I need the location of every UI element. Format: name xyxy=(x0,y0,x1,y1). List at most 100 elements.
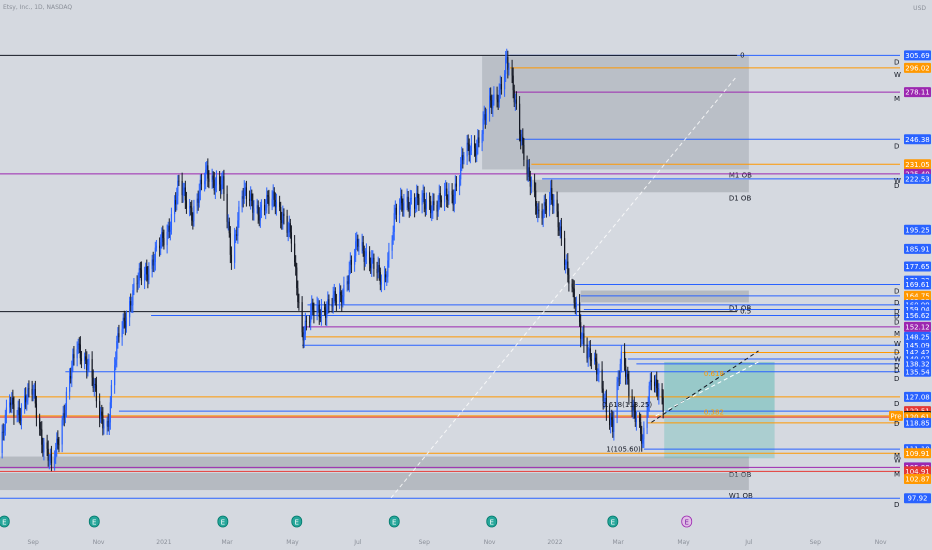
candle-body xyxy=(350,260,353,265)
level-tag: M xyxy=(894,470,900,478)
candle-body xyxy=(137,280,139,284)
price-axis-value: 195.25 xyxy=(905,226,930,234)
price-axis-value: 120.61 xyxy=(905,414,930,422)
long-position-tool[interactable] xyxy=(664,361,775,459)
candle-body xyxy=(379,272,381,285)
candle-body xyxy=(33,389,35,391)
price-axis-tag xyxy=(904,417,931,428)
candle-body xyxy=(213,179,215,191)
candle-body xyxy=(183,187,185,191)
candle-body xyxy=(380,282,382,285)
candle-body xyxy=(476,146,478,156)
candle-body xyxy=(407,196,409,208)
candle-body xyxy=(641,433,643,444)
time-axis[interactable] xyxy=(0,510,901,550)
candle-body xyxy=(31,388,33,395)
level-tag: W xyxy=(894,71,901,79)
price-axis-tag xyxy=(904,224,931,235)
candle-body xyxy=(534,181,536,191)
candle-body xyxy=(221,180,223,191)
candle-body xyxy=(115,359,117,366)
candle-body xyxy=(230,254,233,263)
candle-body xyxy=(483,114,485,119)
candle-body xyxy=(422,193,424,198)
candle-body xyxy=(583,333,585,345)
horizontal-levels[interactable] xyxy=(0,54,900,499)
candle-body xyxy=(266,195,268,208)
level-tag: D xyxy=(894,367,899,375)
price-axis-tag xyxy=(904,134,931,145)
candle-body xyxy=(520,134,522,142)
candle-body xyxy=(242,196,244,199)
candle-body xyxy=(65,391,68,411)
candle-body xyxy=(198,191,200,203)
candle-body xyxy=(611,417,613,420)
candle-body xyxy=(469,151,471,155)
candle-body xyxy=(77,343,79,350)
candle-body xyxy=(190,206,192,208)
candle-body xyxy=(403,201,405,211)
candle-body xyxy=(296,267,298,289)
candle-body xyxy=(245,187,248,199)
zone-label: D1 OB xyxy=(729,304,752,312)
candle-body xyxy=(521,136,523,142)
candle-body xyxy=(189,206,191,209)
candle-body xyxy=(182,190,184,196)
level-tag: W xyxy=(894,355,901,363)
earnings-icon-glyph: E xyxy=(611,519,615,527)
earnings-icon xyxy=(607,515,619,528)
candle-body xyxy=(491,100,493,109)
candle-body xyxy=(612,419,614,432)
candle-body xyxy=(633,404,635,411)
candle-body xyxy=(268,196,270,206)
candle-body xyxy=(324,307,326,310)
fib-levels[interactable]: 00.5 xyxy=(0,51,751,316)
candle-body xyxy=(258,215,260,221)
candle-body xyxy=(623,351,626,366)
candle-body xyxy=(227,221,229,223)
candle-body xyxy=(440,199,442,203)
candle-body xyxy=(234,234,236,263)
candle-body xyxy=(70,376,72,379)
price-axis-value: 127.08 xyxy=(905,393,930,401)
candle-body xyxy=(335,301,338,303)
candle-body xyxy=(451,191,453,195)
candle-body xyxy=(17,407,19,415)
price-axis-tag xyxy=(904,261,931,272)
candle-body xyxy=(553,199,555,207)
price-axis-tag xyxy=(904,391,931,402)
candle-body xyxy=(101,411,103,416)
candle-body xyxy=(628,379,630,397)
candle-body xyxy=(462,155,464,161)
earnings-icon-glyph: E xyxy=(2,519,6,527)
candle-body xyxy=(662,397,664,412)
candle-body xyxy=(177,180,179,196)
earnings-icon xyxy=(217,515,229,528)
candle-body xyxy=(455,183,457,187)
candle-body xyxy=(264,204,266,211)
time-axis-tick: Jul xyxy=(744,539,753,546)
candle-body xyxy=(620,351,622,364)
candle-body xyxy=(49,454,51,461)
candle-body xyxy=(454,183,456,196)
candle-body xyxy=(334,291,336,302)
candle-body xyxy=(423,193,425,205)
candle-body xyxy=(563,238,566,265)
candle-body xyxy=(206,165,208,170)
candle-body xyxy=(9,402,11,408)
level-tag: D xyxy=(894,501,899,509)
candle-body xyxy=(84,356,86,361)
time-axis-tick: Nov xyxy=(484,539,496,546)
candle-body xyxy=(401,196,403,204)
candle-body xyxy=(138,268,140,281)
candle-body xyxy=(466,142,468,157)
candle-body xyxy=(110,385,113,403)
candle-body xyxy=(40,428,42,430)
candle-body xyxy=(567,261,569,275)
candle-body xyxy=(153,262,155,266)
trend-lines[interactable] xyxy=(390,75,759,499)
candle-body xyxy=(88,359,90,366)
candle-body xyxy=(133,283,135,291)
